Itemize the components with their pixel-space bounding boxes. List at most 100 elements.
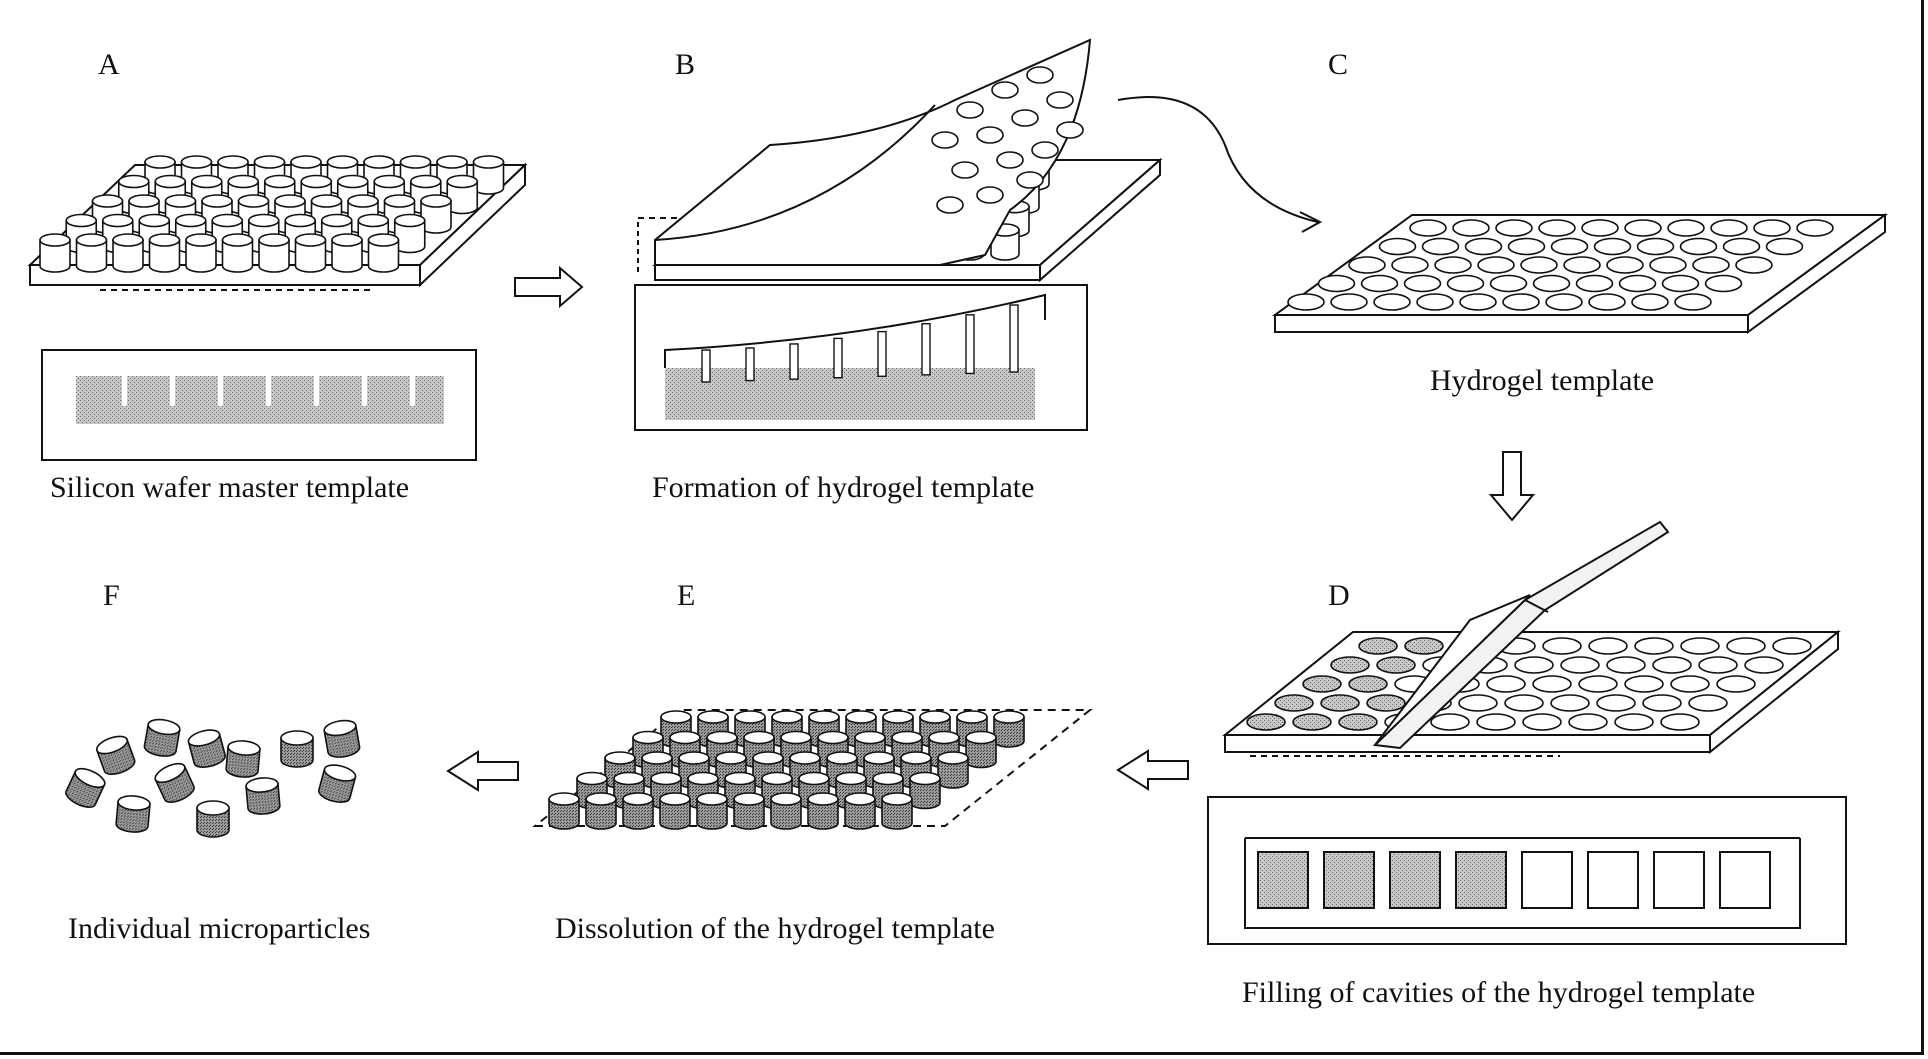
cavity: [1392, 257, 1428, 273]
cavity: [1534, 276, 1570, 292]
cavity: [1671, 676, 1709, 692]
hydrogel-template-plate: [1275, 215, 1885, 332]
pillar: [332, 234, 362, 272]
microparticle: [63, 765, 107, 811]
empty-cell: [1588, 852, 1638, 908]
cavity: [1405, 276, 1441, 292]
filled-cavity: [1293, 714, 1331, 730]
cavity: [1595, 239, 1631, 255]
arrow-left-icon: [1118, 751, 1188, 789]
cavity: [1767, 239, 1803, 255]
cavity: [1410, 220, 1446, 236]
cavity: [1477, 714, 1515, 730]
particle: [882, 793, 912, 829]
caption-c: Hydrogel template: [1430, 364, 1654, 397]
cavity: [1661, 714, 1699, 730]
arrow-left-icon: [448, 752, 518, 790]
cavity: [1727, 638, 1765, 654]
caption-a: Silicon wafer master template: [50, 471, 409, 504]
filled-cavity: [1405, 638, 1443, 654]
panel-letter-e: E: [677, 579, 695, 612]
cavity: [977, 187, 1003, 203]
microparticle: [153, 760, 197, 806]
cavity: [1589, 638, 1627, 654]
cavity: [1615, 714, 1653, 730]
cavity: [1724, 239, 1760, 255]
cavity: [1711, 220, 1747, 236]
cavity: [1417, 294, 1453, 310]
cavity: [1491, 276, 1527, 292]
cavity: [1625, 220, 1661, 236]
cavity: [1643, 695, 1681, 711]
particle: [549, 793, 579, 829]
particle-body: [245, 777, 280, 816]
cavity: [1032, 142, 1058, 158]
gel-tooth: [746, 348, 754, 381]
filled-cavity: [1367, 695, 1405, 711]
cavity: [1689, 695, 1727, 711]
particle-body: [226, 740, 261, 779]
released-particles-array: [535, 710, 1090, 829]
ridge-gap: [410, 376, 415, 406]
cavity: [1699, 657, 1737, 673]
cavity: [1027, 67, 1053, 83]
particle-body: [197, 801, 229, 837]
cavity: [977, 127, 1003, 143]
filled-cavity: [1377, 657, 1415, 673]
cavity: [1478, 257, 1514, 273]
filled-cavity: [1275, 695, 1313, 711]
cavity: [957, 102, 983, 118]
filled-cell: [1390, 852, 1440, 908]
cavity: [1607, 257, 1643, 273]
ridge-gap: [122, 376, 127, 406]
gel-tooth: [702, 350, 710, 382]
cavity: [1706, 276, 1742, 292]
cavity: [1362, 276, 1398, 292]
caption-e: Dissolution of the hydrogel template: [555, 912, 995, 945]
particle-body: [281, 731, 313, 767]
panel-c: C Hydrogel template: [1275, 48, 1885, 397]
particle: [697, 793, 727, 829]
cross-section-d: [1208, 797, 1846, 944]
cavity: [1650, 257, 1686, 273]
filled-cavity: [1349, 676, 1387, 692]
gel-tooth: [1010, 305, 1018, 372]
empty-cell: [1654, 852, 1704, 908]
particle: [623, 793, 653, 829]
cavity: [1681, 638, 1719, 654]
microparticle: [323, 718, 361, 759]
cavity: [1017, 172, 1043, 188]
filled-cavity: [1339, 714, 1377, 730]
cavity: [1693, 257, 1729, 273]
cavity: [1620, 276, 1656, 292]
cavity: [1539, 220, 1575, 236]
particle-body: [63, 765, 107, 811]
microparticle: [95, 733, 137, 778]
cavity: [1552, 239, 1588, 255]
gel-tooth: [790, 344, 798, 379]
cavity: [1505, 695, 1543, 711]
filled-cell: [1258, 852, 1308, 908]
arrow-right-icon: [515, 268, 582, 306]
cross-section-b: [635, 285, 1087, 430]
cavity: [1681, 239, 1717, 255]
filled-cavity: [1247, 714, 1285, 730]
pillar: [259, 234, 289, 272]
particle: [808, 793, 838, 829]
cavity: [1423, 239, 1459, 255]
caption-d: Filling of cavities of the hydrogel temp…: [1242, 976, 1755, 1009]
cavity: [1579, 676, 1617, 692]
master-template-with-gel: [638, 40, 1160, 280]
microparticle: [116, 795, 151, 834]
cavity: [1543, 638, 1581, 654]
filled-cavity: [1359, 638, 1397, 654]
microparticle: [245, 777, 280, 816]
particle-body: [187, 727, 227, 770]
gel-tooth: [922, 324, 930, 375]
particle-body: [116, 795, 151, 834]
panel-letter-d: D: [1328, 579, 1350, 612]
particle-body: [143, 717, 181, 758]
ridge-gap: [170, 376, 175, 406]
filling-plate: [1225, 632, 1838, 756]
panel-d: D Filling of cavities of the hydrogel te…: [1208, 522, 1846, 1009]
